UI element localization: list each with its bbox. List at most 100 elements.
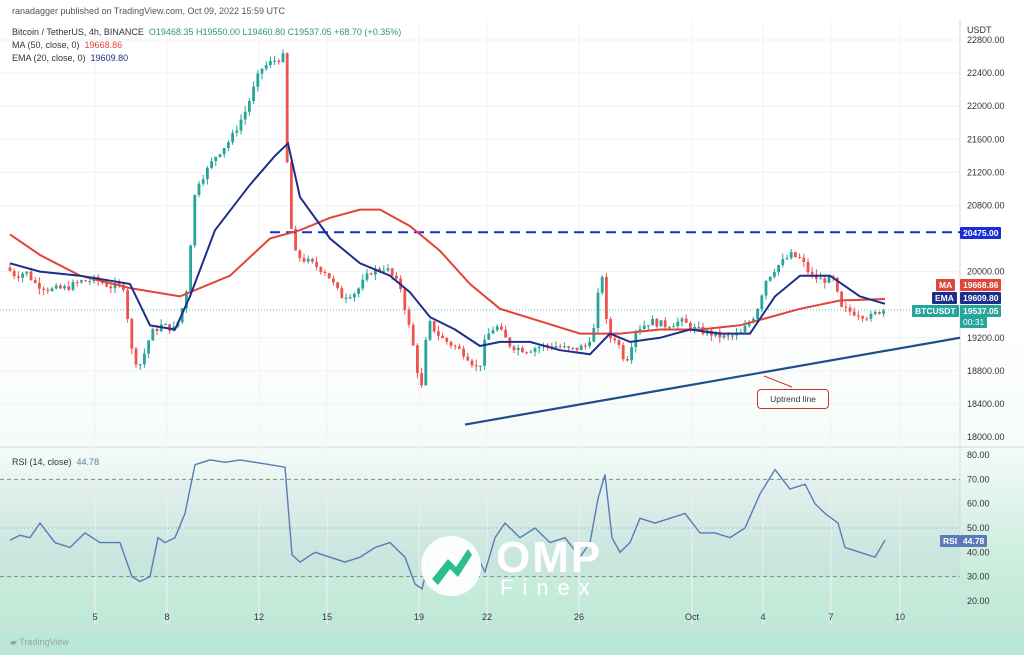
price-tick-label: 22000.00 (967, 101, 1005, 111)
candle-body (789, 252, 793, 259)
uptrend-line[interactable] (464, 336, 961, 426)
time-tick-label: Oct (685, 612, 700, 622)
omp-logo-icon (421, 536, 481, 596)
ma-legend[interactable]: MA (50, close, 0) 19668.86 (12, 40, 122, 50)
candle-body (584, 345, 587, 347)
rsi-name-tag: RSI (940, 535, 961, 547)
candle-body (395, 275, 398, 279)
rsi-tick-label: 80.00 (967, 450, 990, 460)
candle-body (626, 359, 629, 361)
price-tick-label: 21200.00 (967, 167, 1005, 177)
candle-body (781, 259, 785, 266)
rsi-legend[interactable]: RSI (14, close) 44.78 (12, 457, 99, 467)
time-tick-label: 15 (322, 612, 332, 622)
watermark-sub: Finex (500, 575, 599, 600)
candle-body (764, 280, 768, 296)
candle-body (378, 268, 381, 271)
ema-legend[interactable]: EMA (20, close, 0) 19609.80 (12, 53, 128, 63)
candle-body (743, 325, 747, 333)
candle-body (138, 364, 142, 366)
candle-body (432, 321, 436, 332)
candle-body (336, 282, 339, 289)
candle-body (554, 346, 558, 348)
candle-body (512, 346, 516, 351)
candle-body (164, 324, 167, 326)
candle-body (474, 365, 478, 367)
price-tick-label: 18400.00 (967, 399, 1005, 409)
uptrend-line-annotation[interactable]: Uptrend line (757, 389, 829, 409)
symbol-title[interactable]: Bitcoin / TetherUS, 4h, BINANCE (12, 27, 144, 37)
candle-body (29, 271, 33, 281)
candle-body (453, 345, 457, 347)
candle-body (487, 333, 491, 340)
candle-body (227, 142, 230, 148)
candle-body (88, 281, 92, 283)
ma-50-line[interactable] (9, 208, 886, 335)
candle-body (210, 161, 213, 168)
candle-body (105, 283, 108, 287)
candle-body (844, 306, 848, 308)
candle-body (441, 335, 444, 339)
candle-body (647, 325, 650, 327)
tradingview-logo[interactable]: ▰ TradingView (10, 637, 69, 648)
candle-body (823, 278, 827, 283)
candle-body (579, 345, 583, 351)
candle-body (231, 132, 234, 143)
rsi-tick-label: 20.00 (967, 596, 990, 606)
candle-body (836, 277, 839, 292)
candle-body (403, 289, 407, 310)
candle-body (806, 261, 810, 273)
candle-body (168, 324, 171, 331)
candle-body (264, 65, 268, 69)
candle-body (353, 293, 356, 298)
published-by-text: ranadagger published on TradingView.com,… (12, 6, 286, 16)
candle-body (273, 60, 276, 62)
candle-body (693, 326, 696, 330)
candle-body (659, 320, 663, 327)
candle-body (218, 154, 222, 157)
watermark-brand: OMP (496, 533, 603, 582)
candle-body (756, 308, 759, 319)
candle-body (252, 86, 255, 102)
time-tick-label: 12 (254, 612, 264, 622)
candle-body (773, 272, 776, 277)
candle-body (529, 351, 533, 353)
price-tick-label: 21600.00 (967, 134, 1005, 144)
candle-body (857, 315, 860, 317)
candle-body (840, 291, 843, 307)
candle-body (533, 348, 537, 352)
candle-body (12, 270, 16, 277)
price-tick-label: 20000.00 (967, 267, 1005, 277)
candle-body (617, 340, 621, 346)
candle-body (21, 273, 24, 278)
candle-body (143, 353, 146, 365)
candle-body (592, 327, 596, 342)
ema-legend-label: EMA (20, close, 0) (12, 53, 86, 63)
candle-body (684, 318, 688, 323)
candle-body (445, 338, 449, 342)
rsi-tick-label: 70.00 (967, 474, 990, 484)
candle-body (491, 330, 495, 334)
candle-body (861, 316, 864, 319)
candle-body (437, 331, 440, 336)
candle-body (38, 282, 41, 289)
ohlc-close: C19537.05 (287, 27, 332, 37)
rsi-value-tag: 44.78 (960, 535, 988, 547)
candle-body (323, 271, 327, 273)
candle-body (130, 318, 134, 349)
price-tick-label: 22800.00 (967, 35, 1005, 45)
price-tick-label: 18800.00 (967, 366, 1005, 376)
candle-body (873, 311, 877, 314)
candle-body (802, 257, 806, 262)
candle-body (222, 147, 226, 155)
candle-body (214, 156, 218, 162)
candle-body (571, 347, 575, 349)
price-tick-label: 22400.00 (967, 68, 1005, 78)
candle-body (239, 119, 243, 131)
annotation-connector (763, 375, 793, 388)
candle-body (428, 321, 432, 340)
candle-body (269, 60, 272, 66)
candle-body (470, 360, 474, 366)
candle-body (348, 297, 352, 299)
ema-20-line[interactable] (9, 141, 886, 356)
